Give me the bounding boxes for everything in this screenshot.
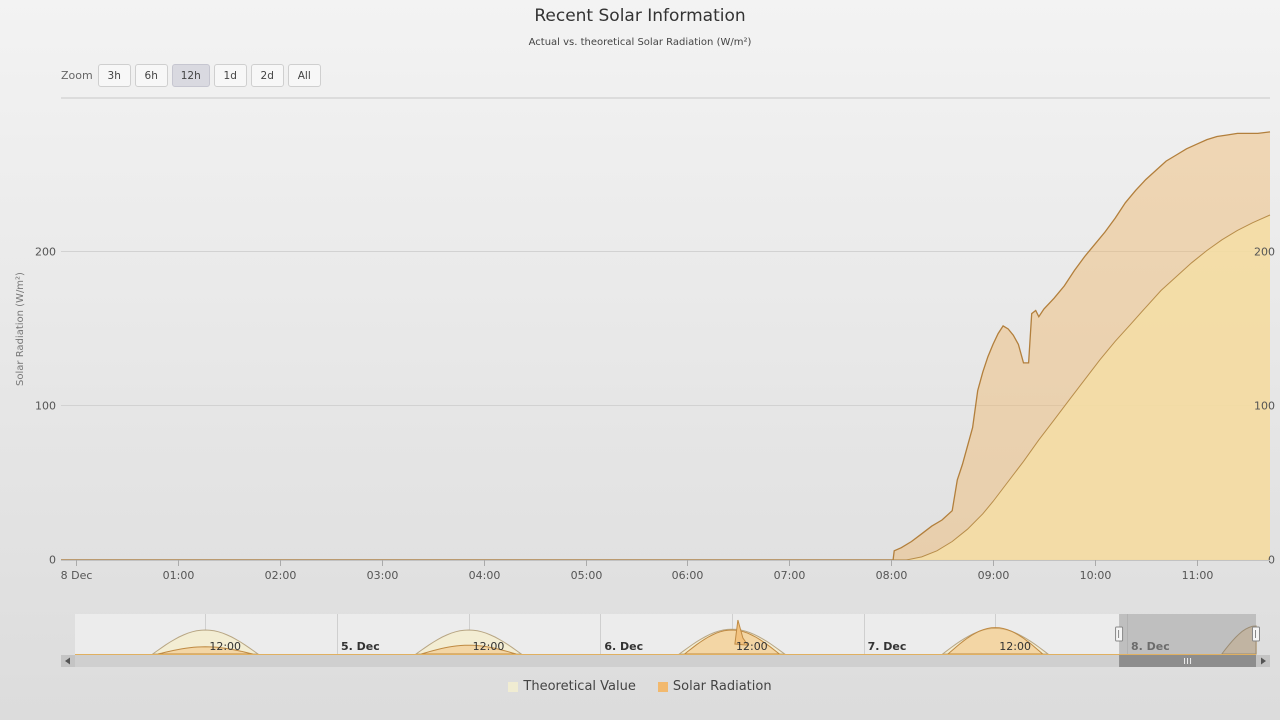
- zoom-1d-button[interactable]: 1d: [213, 64, 247, 87]
- legend-label-theoretical: Theoretical Value: [523, 679, 636, 694]
- legend-swatch-theoretical: [508, 681, 519, 692]
- legend-label-solar: Solar Radiation: [672, 679, 772, 694]
- series-theoretical-line: [61, 214, 1271, 561]
- navigator-label: 12:00: [999, 640, 1031, 653]
- y-tick-right-200: 200: [1254, 246, 1275, 259]
- x-tick-label: 09:00: [978, 569, 1010, 582]
- x-tick-label: 08:00: [876, 569, 908, 582]
- series-theoretical-area: [61, 215, 1270, 560]
- series-solar-radiation-line: [61, 131, 1271, 561]
- navigator-solar-curve: [157, 646, 253, 655]
- series-solar-radiation-area: [61, 131, 1270, 560]
- x-tick-label: 05:00: [571, 569, 603, 582]
- navigator-label: 12:00: [736, 640, 768, 653]
- navigator-background: [75, 614, 1256, 654]
- navigator-label: 12:00: [473, 640, 505, 653]
- x-tick-label: 01:00: [163, 569, 195, 582]
- y-tick-left-100: 100: [35, 400, 56, 413]
- x-tick-label: 06:00: [672, 569, 704, 582]
- navigator-theoretical-curve: [151, 629, 260, 655]
- legend: Theoretical Value Solar Radiation: [0, 679, 1280, 694]
- y-tick-left-200: 200: [35, 246, 56, 259]
- legend-item-theoretical[interactable]: Theoretical Value: [508, 679, 636, 694]
- navigator-scroll-left-arrow: [65, 657, 70, 665]
- y-axis-title: Solar Radiation (W/m²): [15, 272, 26, 386]
- zoom-3h-button[interactable]: 3h: [97, 64, 131, 87]
- x-tick-label: 8 Dec: [61, 569, 93, 582]
- legend-item-solar[interactable]: Solar Radiation: [657, 679, 772, 694]
- zoom-12h-button[interactable]: 12h: [171, 64, 210, 87]
- y-tick-left-0: 0: [49, 554, 56, 567]
- navigator-solar-curve: [421, 644, 517, 655]
- legend-swatch-solar: [657, 681, 668, 692]
- y-tick-right-100: 100: [1254, 400, 1275, 413]
- navigator-solar-curve: [946, 627, 1045, 655]
- x-tick-label: 07:00: [774, 569, 806, 582]
- zoom-label: Zoom: [61, 69, 93, 82]
- navigator-scroll-right-arrow: [1261, 657, 1266, 665]
- zoom-all-button[interactable]: All: [287, 64, 321, 87]
- x-tick-label: 03:00: [367, 569, 399, 582]
- chart-subtitle: Actual vs. theoretical Solar Radiation (…: [528, 37, 752, 48]
- x-tick-label: 11:00: [1182, 569, 1214, 582]
- main-plot: 0 0 100 100 200 200 8 Dec 01:00 02:00 03:00 04:00 0…: [15, 97, 1275, 582]
- x-tick-label: 10:00: [1080, 569, 1112, 582]
- navigator-solar-curve: [683, 629, 781, 655]
- zoom-bar: Zoom 3h 6h 12h 1d 2d All: [61, 64, 321, 87]
- y-tick-right-0: 0: [1268, 554, 1275, 567]
- navigator-solar-spike: [734, 619, 749, 646]
- navigator-label: 6. Dec: [604, 640, 643, 653]
- navigator-scrollbar-track: [61, 655, 1270, 667]
- zoom-6h-button[interactable]: 6h: [134, 64, 168, 87]
- navigator-label: 5. Dec: [341, 640, 380, 653]
- x-tick-label: 04:00: [469, 569, 501, 582]
- navigator-label: 7. Dec: [868, 640, 907, 653]
- x-tick-label: 02:00: [265, 569, 297, 582]
- navigator-selection-mask: [1119, 614, 1256, 654]
- navigator-label: 12:00: [209, 640, 241, 653]
- chart-title: Recent Solar Information: [534, 6, 746, 26]
- zoom-2d-button[interactable]: 2d: [250, 64, 284, 87]
